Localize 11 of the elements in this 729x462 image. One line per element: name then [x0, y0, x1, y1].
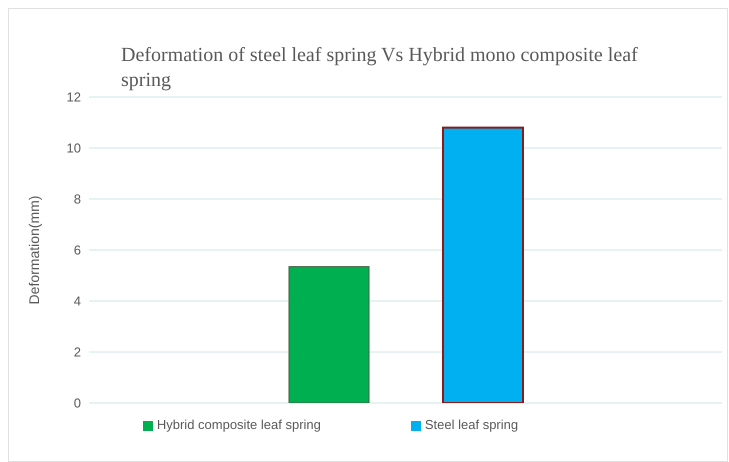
chart-title: Deformation of steel leaf spring Vs Hybrid mono composite leaf spring — [121, 43, 639, 93]
y-tick-label: 2 — [74, 344, 81, 360]
legend-label: Hybrid composite leaf spring — [156, 417, 321, 432]
y-tick-label: 8 — [74, 192, 81, 207]
y-tick-label: 6 — [74, 242, 81, 258]
y-tick-label: 10 — [66, 140, 81, 156]
y-tick-label: 4 — [74, 294, 81, 309]
legend-label: Steel leaf spring — [424, 417, 518, 432]
y-tick-label: 12 — [66, 90, 81, 105]
y-axis-title: Deformation(mm) — [26, 196, 42, 304]
y-tick-label: 0 — [74, 396, 81, 411]
